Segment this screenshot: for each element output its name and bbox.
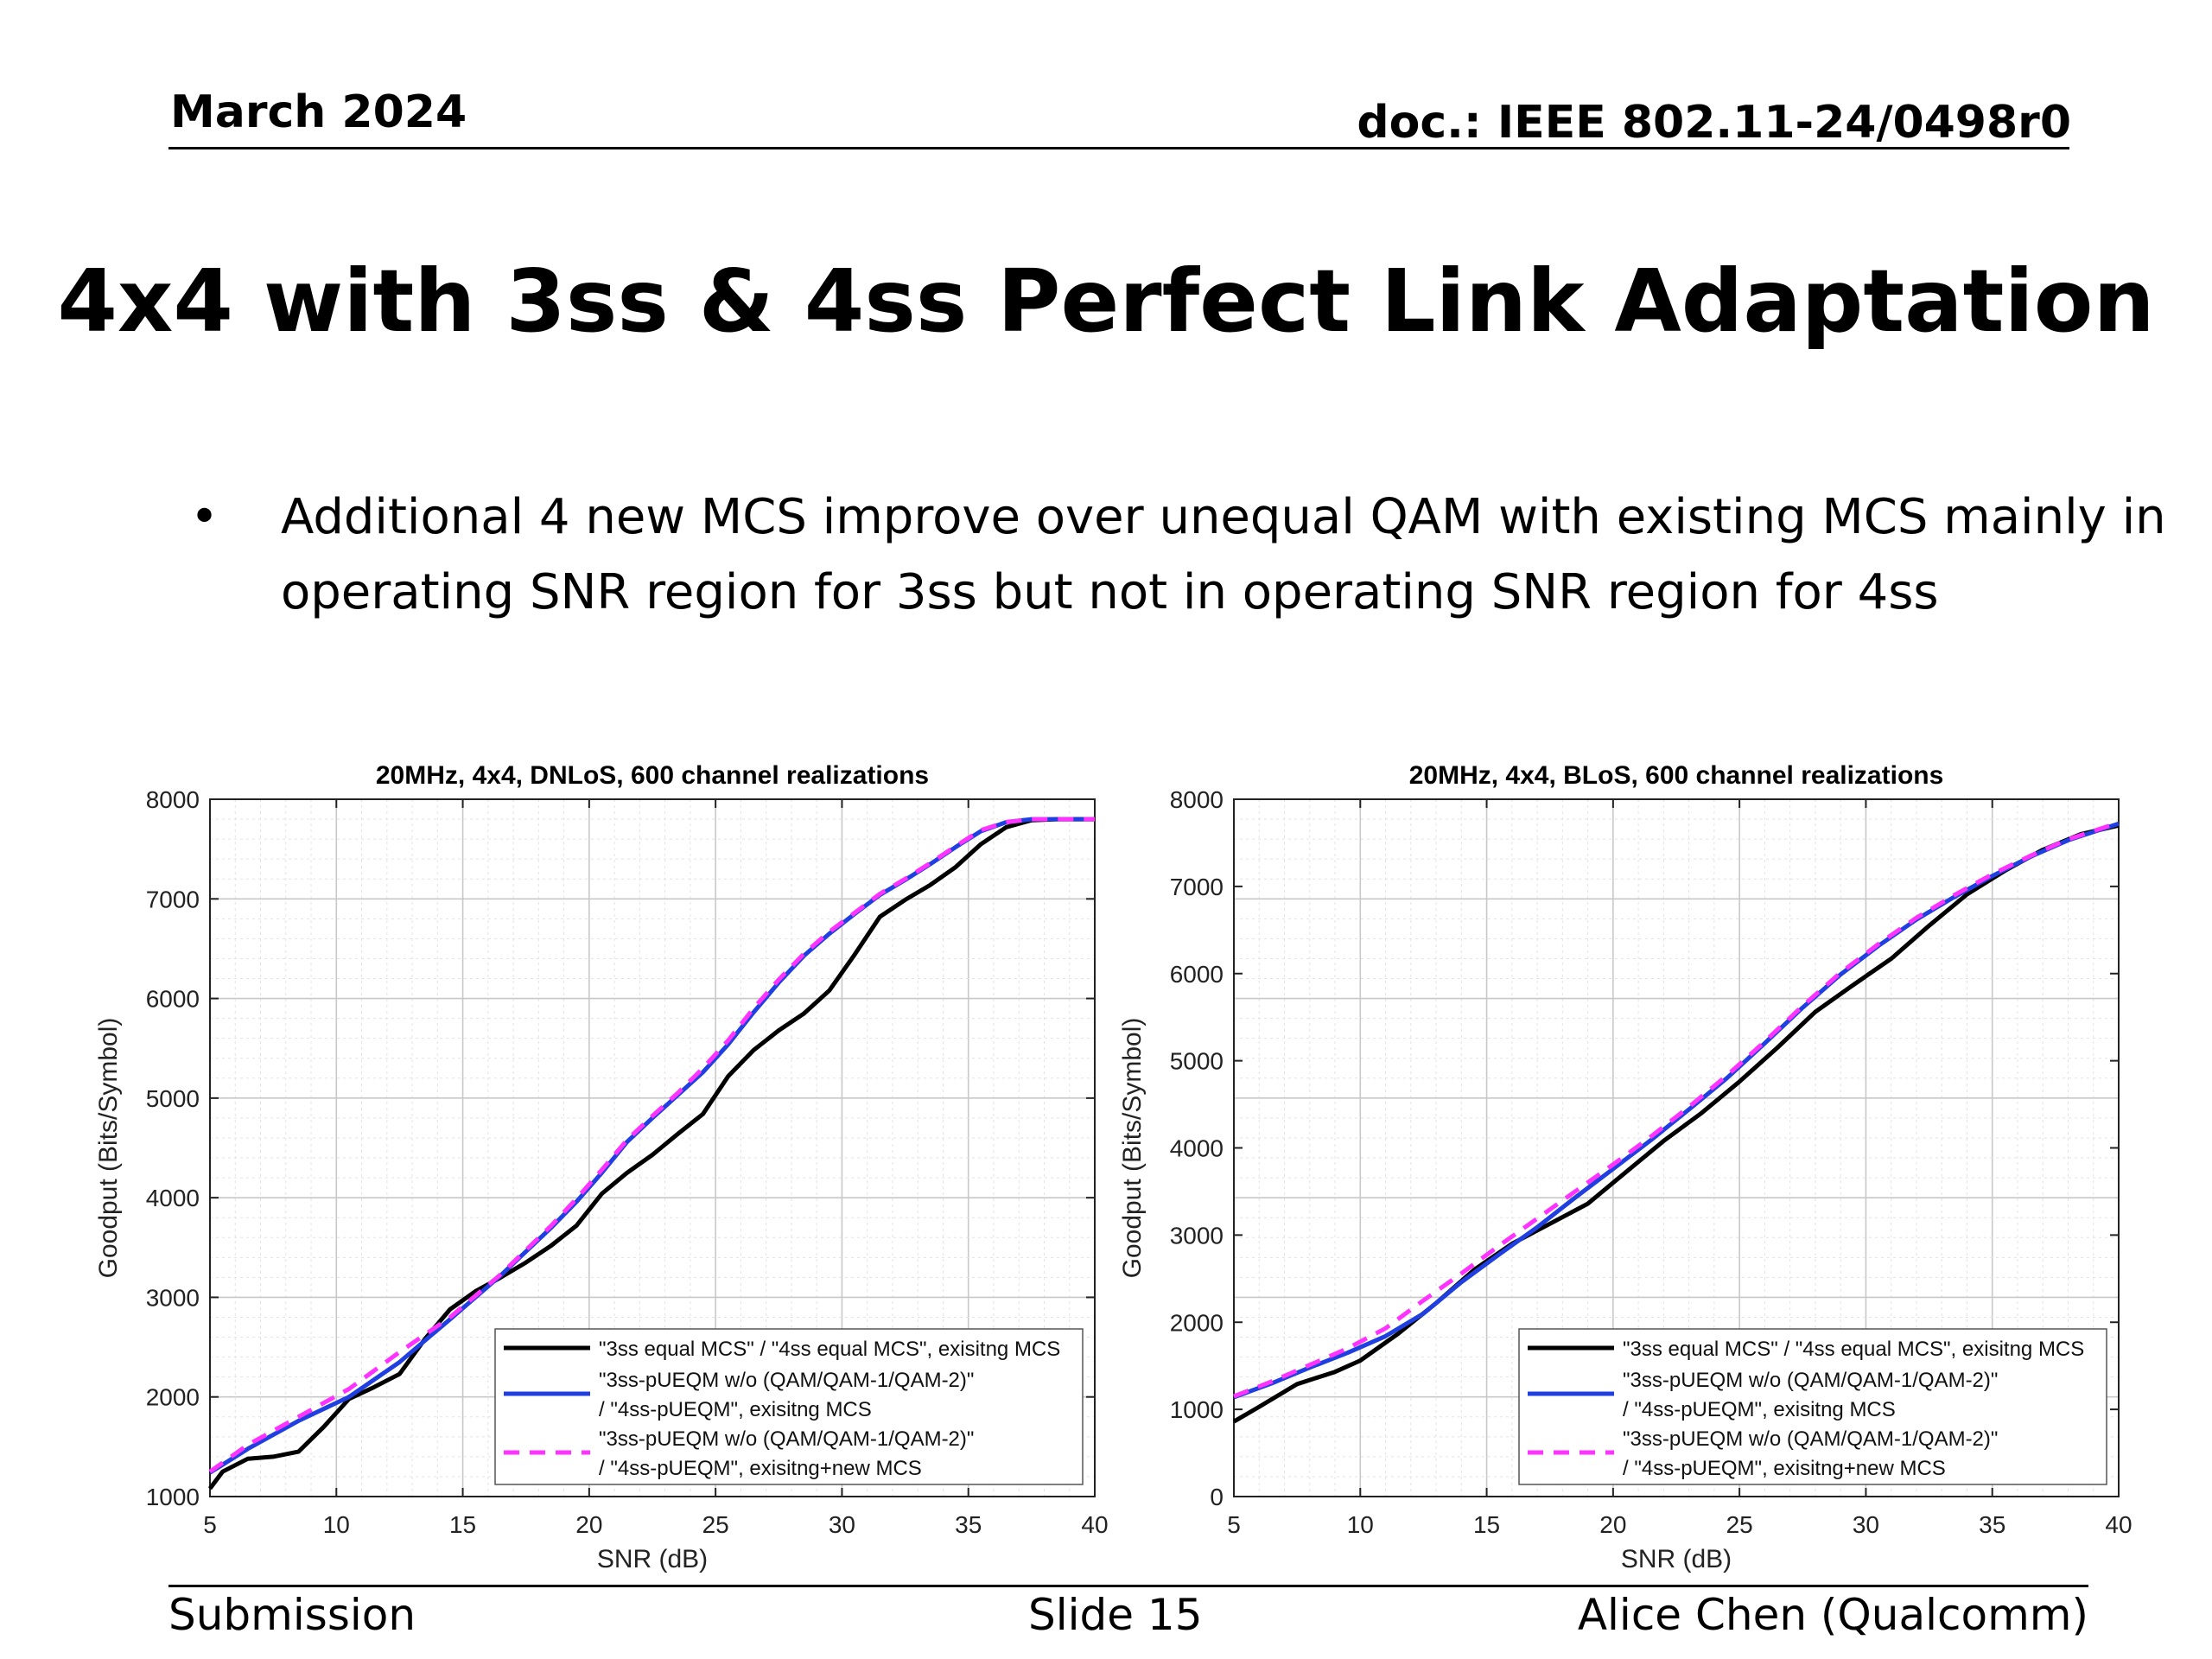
y-axis-label: Goodput (Bits/Symbol) bbox=[94, 1018, 123, 1279]
x-tick-label: 15 bbox=[449, 1511, 476, 1538]
x-tick-label: 30 bbox=[1853, 1511, 1879, 1538]
x-tick-label: 20 bbox=[575, 1511, 602, 1538]
y-tick-label: 6000 bbox=[1170, 961, 1224, 988]
legend-label-series-pueqm-existing: / "4ss-pUEQM", exisitng MCS bbox=[599, 1398, 872, 1421]
x-tick-label: 15 bbox=[1473, 1511, 1500, 1538]
x-tick-label: 30 bbox=[829, 1511, 855, 1538]
axes-frame bbox=[209, 798, 1096, 1497]
series-equal-mcs-line bbox=[1232, 823, 2120, 1424]
y-tick-label: 3000 bbox=[146, 1284, 200, 1311]
header-divider bbox=[168, 147, 2069, 149]
legend-label-series-pueqm-new: "3ss-pUEQM w/o (QAM/QAM-1/QAM-2)" bbox=[1623, 1427, 1998, 1451]
x-tick-label: 35 bbox=[955, 1511, 982, 1538]
y-tick-label: 1000 bbox=[146, 1484, 200, 1510]
legend-box bbox=[1518, 1328, 2107, 1485]
y-tick-label: 5000 bbox=[1170, 1048, 1224, 1075]
x-axis-label: SNR (dB) bbox=[597, 1545, 708, 1573]
x-tick-label: 40 bbox=[2105, 1511, 2132, 1538]
series-pueqm-new-line bbox=[1233, 820, 2120, 1399]
chart-blos: 5 10 15 20 25 30 35 40 0 1000 2000 3000 4000 5000 6000… bbox=[1110, 743, 2139, 1573]
legend-label-series-pueqm-new: / "4ss-pUEQM", exisitng+new MCS bbox=[599, 1457, 922, 1480]
y-tick-label: 2000 bbox=[1170, 1309, 1224, 1336]
y-tick-label: 6000 bbox=[146, 986, 200, 1013]
header-doc-id: doc.: IEEE 802.11-24/0498r0 bbox=[1357, 97, 2071, 149]
x-tick-label: 25 bbox=[702, 1511, 729, 1538]
y-tick-label: 7000 bbox=[146, 886, 200, 912]
bullet-dot-icon: • bbox=[190, 489, 219, 545]
x-tick-label: 20 bbox=[1599, 1511, 1626, 1538]
x-tick-label: 5 bbox=[1227, 1511, 1241, 1538]
legend-box bbox=[494, 1328, 1084, 1485]
header-date: March 2024 bbox=[170, 86, 467, 138]
y-tick-label: 8000 bbox=[1170, 786, 1224, 813]
y-tick-label: 5000 bbox=[146, 1085, 200, 1112]
chart-svg: 5 10 15 20 25 30 35 40 1000 2000 3000 4000 5000 6000 7… bbox=[94, 761, 1109, 1573]
legend: "3ss equal MCS" / "4ss equal MCS", exisi… bbox=[494, 1328, 1084, 1485]
footer-submission: Submission bbox=[168, 1590, 416, 1640]
y-tick-label: 7000 bbox=[1170, 874, 1224, 900]
chart-title: 20MHz, 4x4, DNLoS, 600 channel realizati… bbox=[376, 761, 929, 790]
slide-title: 4x4 with 3ss & 4ss Perfect Link Adaptati… bbox=[57, 251, 2155, 352]
x-tick-label: 5 bbox=[203, 1511, 217, 1538]
x-tick-label: 35 bbox=[1979, 1511, 2005, 1538]
legend-label-series-pueqm-new: "3ss-pUEQM w/o (QAM/QAM-1/QAM-2)" bbox=[599, 1427, 974, 1451]
bullet-text: Additional 4 new MCS improve over unequa… bbox=[281, 489, 2166, 620]
y-tick-label: 4000 bbox=[1170, 1135, 1224, 1162]
legend-label-series-pueqm-new: / "4ss-pUEQM", exisitng+new MCS bbox=[1623, 1457, 1946, 1480]
series-equal-mcs-line bbox=[207, 817, 1095, 1491]
chart-dnlos: 5 10 15 20 25 30 35 40 1000 2000 3000 4000 5000 6000 7… bbox=[86, 743, 1115, 1573]
x-tick-label: 25 bbox=[1726, 1511, 1753, 1538]
legend-label-series-equal-mcs: "3ss equal MCS" / "4ss equal MCS", exisi… bbox=[1623, 1338, 2084, 1361]
footer-divider bbox=[168, 1585, 2088, 1587]
x-tick-label: 10 bbox=[323, 1511, 350, 1538]
x-tick-label: 10 bbox=[1347, 1511, 1374, 1538]
y-axis-label: Goodput (Bits/Symbol) bbox=[1118, 1018, 1147, 1279]
footer-slide-number: Slide 15 bbox=[1028, 1590, 1203, 1640]
legend: "3ss equal MCS" / "4ss equal MCS", exisi… bbox=[1518, 1328, 2107, 1485]
legend-label-series-equal-mcs: "3ss equal MCS" / "4ss equal MCS", exisi… bbox=[599, 1338, 1060, 1361]
y-tick-label: 3000 bbox=[1170, 1222, 1224, 1249]
y-tick-label: 2000 bbox=[146, 1384, 200, 1411]
footer-author: Alice Chen (Qualcomm) bbox=[1577, 1590, 2088, 1640]
legend-label-series-pueqm-existing: / "4ss-pUEQM", exisitng MCS bbox=[1623, 1398, 1896, 1421]
legend-label-series-pueqm-existing: "3ss-pUEQM w/o (QAM/QAM-1/QAM-2)" bbox=[1623, 1369, 1998, 1392]
y-tick-label: 1000 bbox=[1170, 1396, 1224, 1423]
series-pueqm-new-line bbox=[208, 817, 1095, 1474]
x-axis-label: SNR (dB) bbox=[1621, 1545, 1732, 1573]
chart-title: 20MHz, 4x4, BLoS, 600 channel realizatio… bbox=[1409, 761, 1944, 790]
y-tick-label: 0 bbox=[1210, 1484, 1224, 1510]
y-tick-label: 8000 bbox=[146, 786, 200, 813]
legend-label-series-pueqm-existing: "3ss-pUEQM w/o (QAM/QAM-1/QAM-2)" bbox=[599, 1369, 974, 1392]
y-tick-label: 4000 bbox=[146, 1185, 200, 1211]
chart-svg: 5 10 15 20 25 30 35 40 0 1000 2000 3000 4000 5000 6000… bbox=[1118, 761, 2133, 1573]
x-tick-label: 40 bbox=[1081, 1511, 1108, 1538]
